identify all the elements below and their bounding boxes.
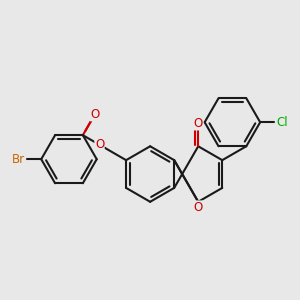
Text: O: O bbox=[90, 108, 100, 121]
Text: Cl: Cl bbox=[277, 116, 288, 129]
Text: O: O bbox=[194, 117, 203, 130]
Text: O: O bbox=[95, 138, 104, 151]
Text: O: O bbox=[194, 201, 203, 214]
Text: Br: Br bbox=[12, 153, 25, 166]
